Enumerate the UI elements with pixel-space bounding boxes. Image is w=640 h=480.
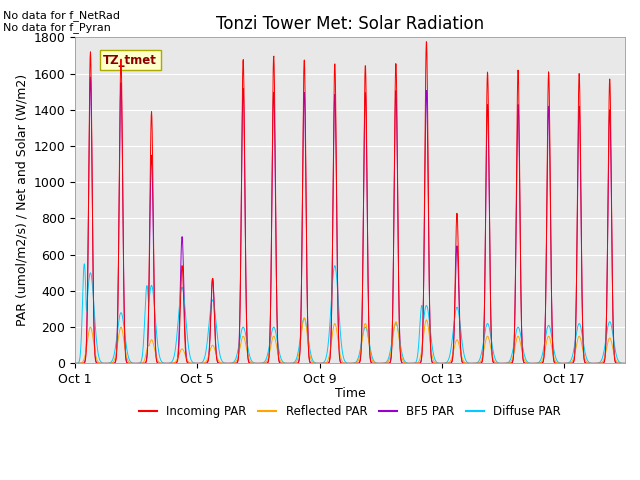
Text: TZ_tmet: TZ_tmet [103, 54, 157, 67]
X-axis label: Time: Time [335, 387, 365, 400]
Title: Tonzi Tower Met: Solar Radiation: Tonzi Tower Met: Solar Radiation [216, 15, 484, 33]
Y-axis label: PAR (umol/m2/s) / Net and Solar (W/m2): PAR (umol/m2/s) / Net and Solar (W/m2) [15, 74, 28, 326]
Text: No data for f_NetRad
No data for f_Pyran: No data for f_NetRad No data for f_Pyran [3, 10, 120, 33]
Legend: Incoming PAR, Reflected PAR, BF5 PAR, Diffuse PAR: Incoming PAR, Reflected PAR, BF5 PAR, Di… [134, 400, 566, 423]
